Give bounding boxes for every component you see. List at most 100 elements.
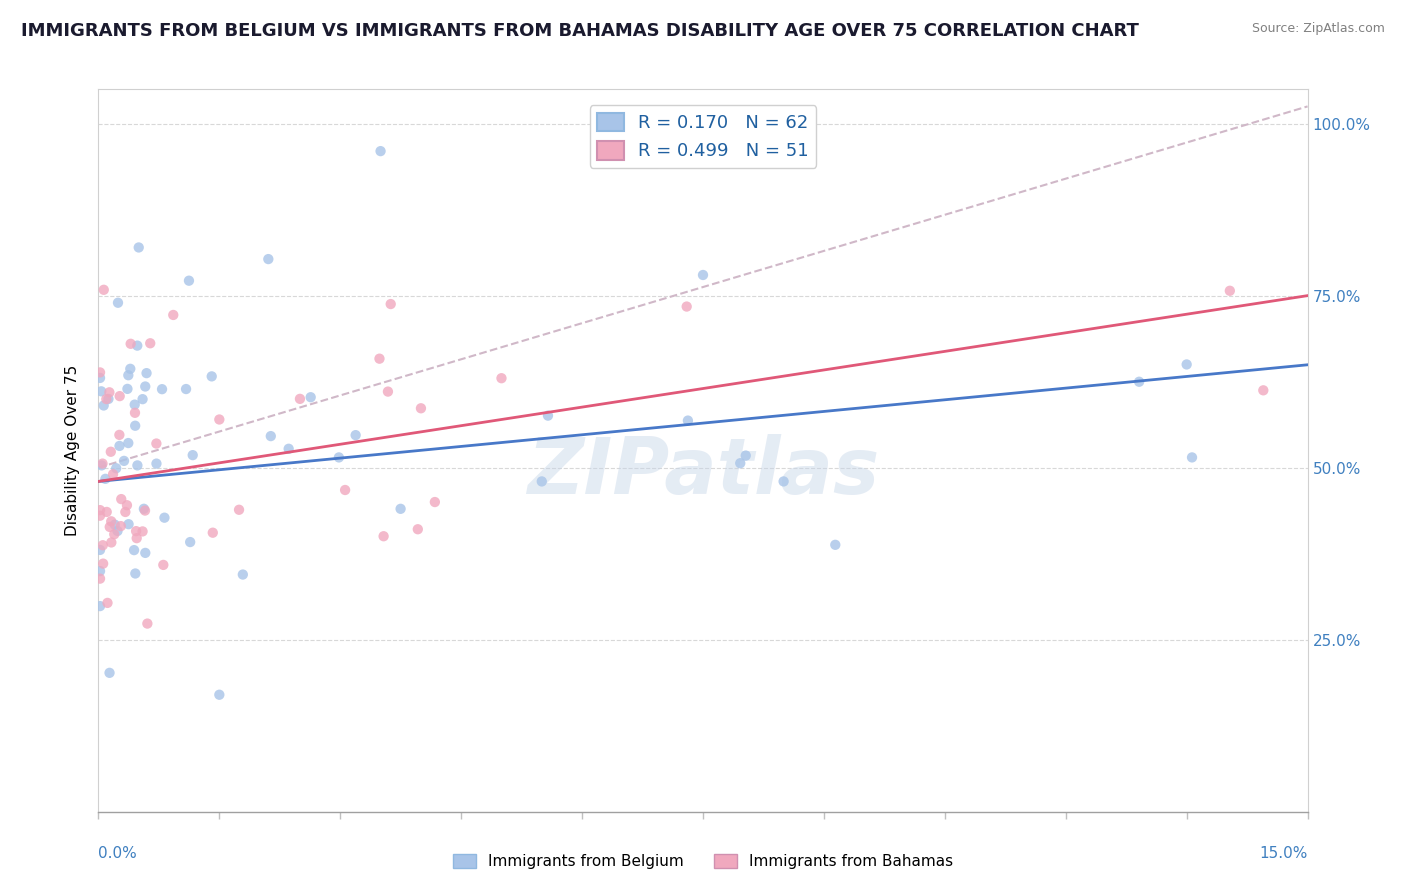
Point [115, 498, 138, 512]
Point [128, 240, 150, 254]
Point [692, 268, 714, 282]
Point [104, 517, 127, 532]
Point [177, 274, 200, 288]
Point [94, 472, 117, 486]
Point [108, 389, 131, 403]
Point [107, 295, 129, 310]
Point [772, 475, 794, 489]
Point [90, 384, 112, 399]
Point [333, 483, 356, 497]
Point [377, 384, 399, 399]
Point [728, 456, 751, 470]
Point [145, 457, 167, 471]
Point [110, 519, 132, 533]
Text: 0.0%: 0.0% [98, 847, 138, 861]
Point [114, 505, 136, 519]
Point [98, 665, 121, 680]
Point [89, 564, 111, 578]
Point [228, 502, 250, 516]
Point [134, 546, 156, 560]
Point [97, 392, 120, 406]
Point [136, 616, 159, 631]
Point [201, 525, 224, 540]
Point [124, 566, 146, 581]
Point [370, 144, 392, 158]
Point [368, 351, 391, 366]
Point [208, 688, 231, 702]
Point [89, 371, 111, 385]
Point [96, 505, 118, 519]
Point [260, 429, 283, 443]
Point [91, 457, 114, 471]
Point [145, 436, 167, 450]
Point [676, 414, 699, 428]
Point [1253, 384, 1275, 398]
Text: IMMIGRANTS FROM BELGIUM VS IMMIGRANTS FROM BAHAMAS DISABILITY AGE OVER 75 CORREL: IMMIGRANTS FROM BELGIUM VS IMMIGRANTS FR… [21, 22, 1139, 40]
Point [373, 529, 395, 543]
Point [89, 543, 111, 558]
Point [150, 382, 173, 396]
Text: 15.0%: 15.0% [1260, 847, 1308, 861]
Point [675, 300, 697, 314]
Point [132, 501, 155, 516]
Point [328, 450, 350, 465]
Point [89, 508, 111, 523]
Point [179, 535, 201, 549]
Point [409, 401, 432, 416]
Point [122, 543, 145, 558]
Point [124, 418, 146, 433]
Point [125, 524, 148, 538]
Point [131, 392, 153, 406]
Point [134, 503, 156, 517]
Point [103, 527, 125, 541]
Point [1175, 358, 1198, 372]
Point [89, 572, 111, 586]
Point [423, 495, 446, 509]
Point [124, 406, 146, 420]
Point [108, 439, 131, 453]
Point [288, 392, 311, 406]
Point [98, 520, 121, 534]
Text: ZIPatlas: ZIPatlas [527, 434, 879, 510]
Point [98, 385, 121, 400]
Point [162, 308, 184, 322]
Point [120, 336, 142, 351]
Point [93, 399, 115, 413]
Legend: R = 0.170   N = 62, R = 0.499   N = 51: R = 0.170 N = 62, R = 0.499 N = 51 [589, 105, 817, 168]
Point [152, 558, 174, 572]
Point [181, 448, 204, 462]
Point [174, 382, 197, 396]
Point [344, 428, 367, 442]
Point [824, 538, 846, 552]
Point [89, 366, 111, 380]
Point [139, 336, 162, 351]
Point [96, 596, 118, 610]
Point [105, 461, 128, 475]
Point [101, 467, 124, 482]
Y-axis label: Disability Age Over 75: Disability Age Over 75 [65, 365, 80, 536]
Point [232, 567, 254, 582]
Point [125, 531, 148, 545]
Point [1181, 450, 1204, 465]
Point [134, 379, 156, 393]
Point [277, 442, 299, 456]
Point [117, 436, 139, 450]
Point [120, 361, 142, 376]
Point [530, 475, 553, 489]
Point [1128, 375, 1150, 389]
Point [117, 517, 139, 532]
Point [734, 449, 756, 463]
Point [389, 501, 412, 516]
Point [107, 524, 129, 538]
Text: Source: ZipAtlas.com: Source: ZipAtlas.com [1251, 22, 1385, 36]
Point [257, 252, 280, 266]
Point [91, 538, 114, 552]
Point [153, 510, 176, 524]
Point [100, 444, 122, 458]
Point [127, 458, 149, 473]
Point [110, 492, 132, 507]
Point [201, 369, 224, 384]
Point [108, 428, 131, 442]
Point [100, 535, 122, 549]
Point [89, 503, 111, 517]
